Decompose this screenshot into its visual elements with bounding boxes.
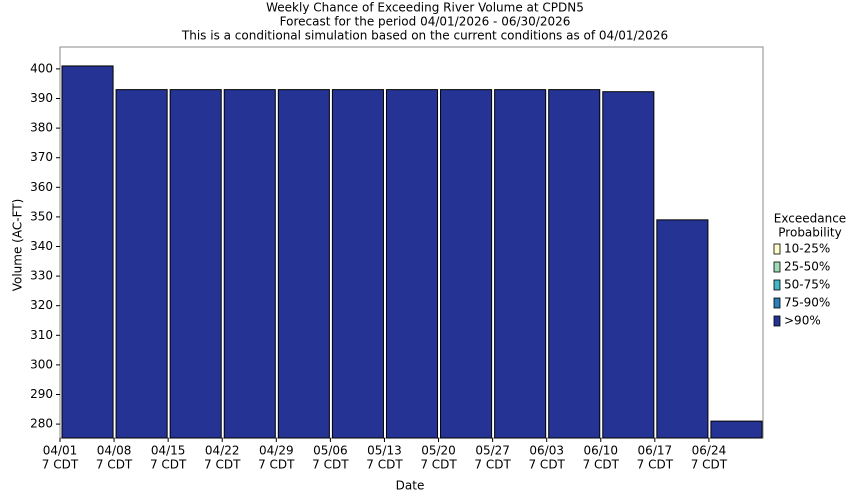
legend-label: 75-90% bbox=[784, 296, 830, 310]
legend-label: 25-50% bbox=[784, 260, 830, 274]
bar bbox=[602, 91, 655, 439]
y-tick-label: 380 bbox=[30, 121, 53, 135]
y-tick-label: 350 bbox=[30, 209, 53, 223]
bar bbox=[331, 89, 384, 439]
x-tick-label: 7 CDT bbox=[150, 458, 187, 472]
y-tick-label: 330 bbox=[30, 269, 53, 283]
x-tick-label: 05/13 bbox=[367, 444, 402, 458]
bar bbox=[548, 89, 601, 439]
y-tick-label: 400 bbox=[30, 61, 53, 75]
y-tick-label: 370 bbox=[30, 150, 53, 164]
x-tick-label: 7 CDT bbox=[691, 458, 728, 472]
bar bbox=[385, 89, 439, 439]
chart-subtitle: Forecast for the period 04/01/2026 - 06/… bbox=[280, 15, 571, 29]
x-tick-label: 06/03 bbox=[529, 444, 564, 458]
bar bbox=[710, 420, 763, 439]
chart-title: Weekly Chance of Exceeding River Volume … bbox=[266, 1, 584, 15]
x-tick-label: 7 CDT bbox=[204, 458, 241, 472]
x-tick-label: 7 CDT bbox=[474, 458, 511, 472]
legend-label: 10-25% bbox=[784, 242, 830, 256]
chart-subtitle: This is a conditional simulation based o… bbox=[181, 29, 668, 43]
legend-swatch bbox=[773, 315, 781, 327]
y-tick-label: 340 bbox=[30, 239, 53, 253]
x-tick-label: 7 CDT bbox=[528, 458, 565, 472]
legend-label: 50-75% bbox=[784, 278, 830, 292]
y-axis-label: Volume (AC-FT) bbox=[11, 199, 25, 292]
y-tick-label: 290 bbox=[30, 387, 53, 401]
x-tick-label: 7 CDT bbox=[637, 458, 674, 472]
legend-title: Exceedance bbox=[774, 212, 846, 226]
x-tick-label: 7 CDT bbox=[366, 458, 403, 472]
bar bbox=[656, 219, 709, 439]
y-tick-label: 360 bbox=[30, 180, 53, 194]
x-tick-label: 7 CDT bbox=[312, 458, 349, 472]
legend-swatch bbox=[773, 243, 781, 255]
bar bbox=[169, 89, 222, 439]
x-tick-label: 04/01 bbox=[43, 444, 78, 458]
x-tick-label: 04/15 bbox=[151, 444, 186, 458]
x-tick-label: 06/10 bbox=[583, 444, 618, 458]
bar bbox=[115, 89, 168, 439]
y-tick-label: 280 bbox=[30, 417, 53, 431]
legend-label: >90% bbox=[784, 314, 821, 328]
x-tick-label: 7 CDT bbox=[96, 458, 133, 472]
y-tick-label: 320 bbox=[30, 298, 53, 312]
x-tick-label: 04/08 bbox=[97, 444, 132, 458]
x-tick-label: 06/24 bbox=[692, 444, 727, 458]
y-tick-label: 310 bbox=[30, 328, 53, 342]
x-tick-label: 7 CDT bbox=[258, 458, 295, 472]
bar bbox=[494, 89, 547, 439]
x-tick-label: 05/06 bbox=[313, 444, 348, 458]
bar bbox=[440, 89, 493, 439]
x-tick-label: 04/29 bbox=[259, 444, 294, 458]
bar bbox=[223, 89, 276, 439]
x-axis-label: Date bbox=[396, 479, 425, 493]
x-tick-label: 05/20 bbox=[421, 444, 456, 458]
legend-swatch bbox=[773, 297, 781, 309]
legend-swatch bbox=[773, 279, 781, 291]
x-tick-label: 06/17 bbox=[638, 444, 673, 458]
x-tick-label: 04/22 bbox=[205, 444, 240, 458]
x-tick-label: 7 CDT bbox=[583, 458, 620, 472]
legend-title: Probability bbox=[778, 226, 841, 240]
y-tick-label: 390 bbox=[30, 91, 53, 105]
legend-swatch bbox=[773, 261, 781, 273]
bar bbox=[61, 65, 114, 439]
x-tick-label: 7 CDT bbox=[420, 458, 457, 472]
y-tick-label: 300 bbox=[30, 357, 53, 371]
x-tick-label: 7 CDT bbox=[42, 458, 79, 472]
x-tick-label: 05/27 bbox=[475, 444, 510, 458]
bar bbox=[277, 89, 330, 439]
